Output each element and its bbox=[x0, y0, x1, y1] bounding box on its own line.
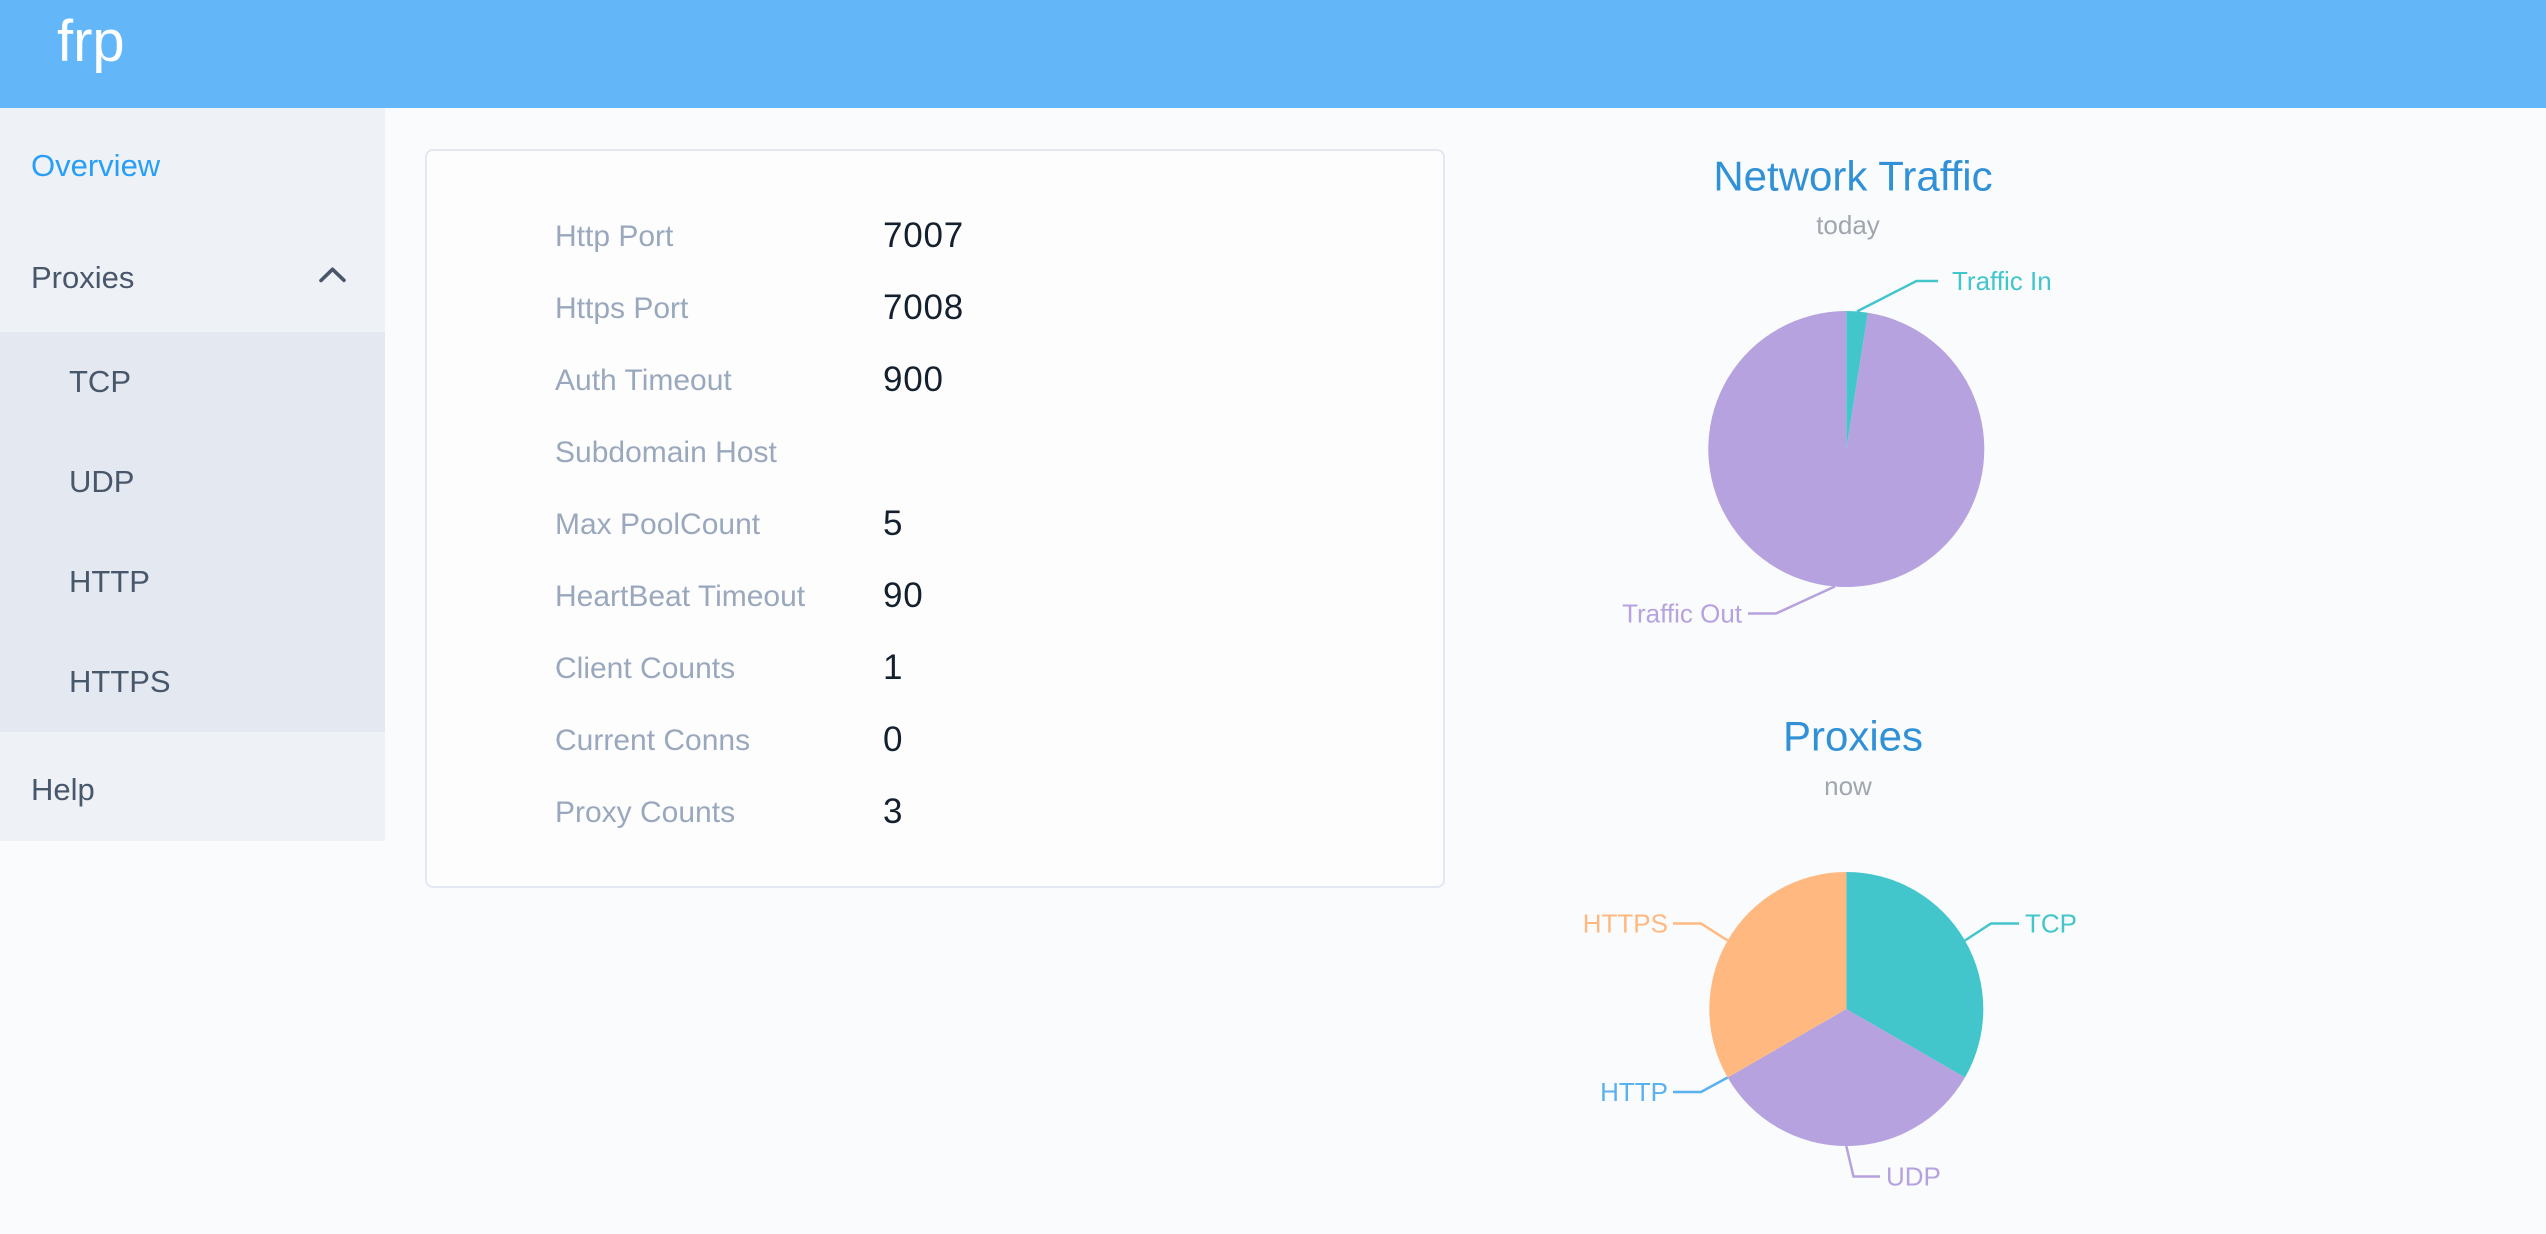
svg-text:HTTPS: HTTPS bbox=[1583, 908, 1668, 938]
svg-text:HTTP: HTTP bbox=[1600, 1077, 1668, 1107]
svg-text:today: today bbox=[1816, 210, 1880, 240]
svg-text:now: now bbox=[1824, 771, 1872, 801]
svg-text:Traffic Out: Traffic Out bbox=[1622, 598, 1743, 628]
svg-text:Proxies: Proxies bbox=[1783, 713, 1923, 760]
svg-text:UDP: UDP bbox=[1886, 1161, 1941, 1191]
svg-text:Traffic In: Traffic In bbox=[1952, 266, 2052, 296]
svg-text:Network Traffic: Network Traffic bbox=[1713, 152, 1992, 199]
svg-text:TCP: TCP bbox=[2025, 908, 2077, 938]
